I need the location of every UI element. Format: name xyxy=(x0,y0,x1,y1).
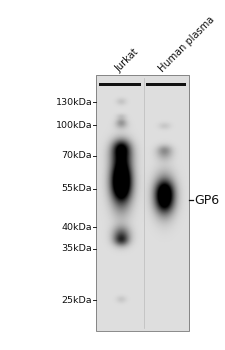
Text: 70kDa: 70kDa xyxy=(62,151,92,160)
Text: 100kDa: 100kDa xyxy=(56,120,92,130)
Text: 25kDa: 25kDa xyxy=(62,296,92,304)
Bar xyxy=(99,83,141,86)
Text: Jurkat: Jurkat xyxy=(114,47,141,74)
Text: 130kDa: 130kDa xyxy=(56,98,92,107)
Text: 35kDa: 35kDa xyxy=(61,245,92,253)
Text: 40kDa: 40kDa xyxy=(62,223,92,232)
Text: GP6: GP6 xyxy=(194,194,219,207)
Bar xyxy=(146,83,186,86)
Text: 55kDa: 55kDa xyxy=(62,184,92,194)
Text: Human plasma: Human plasma xyxy=(157,14,216,74)
Bar xyxy=(96,75,189,331)
